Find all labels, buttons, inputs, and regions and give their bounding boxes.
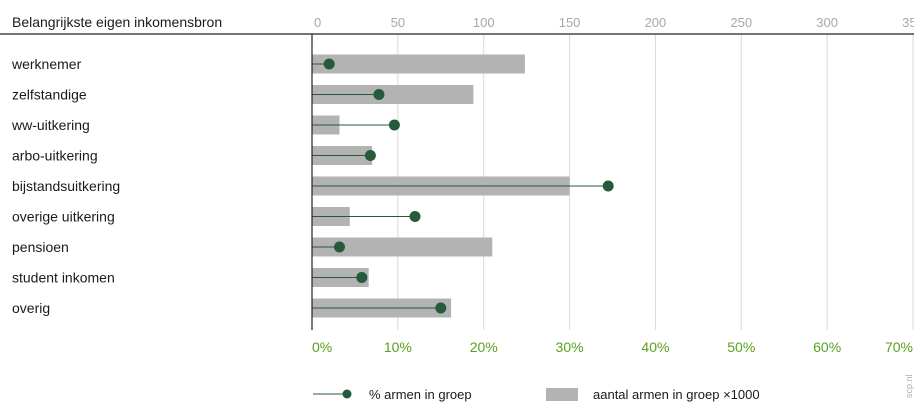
source-credit: scp.nl bbox=[904, 374, 914, 398]
lollipop-dot bbox=[435, 302, 447, 314]
category-label: bijstandsuitkering bbox=[12, 178, 120, 194]
bottom-tick-label: 60% bbox=[813, 339, 841, 355]
category-label: arbo-uitkering bbox=[12, 148, 98, 164]
bars bbox=[312, 54, 570, 318]
bottom-tick-label: 40% bbox=[641, 339, 669, 355]
top-tick-label: 350 bbox=[902, 15, 914, 30]
bottom-tick-label: 30% bbox=[556, 339, 584, 355]
legend: % armen in groep aantal armen in groep ×… bbox=[313, 387, 760, 402]
bottom-axis-ticks: 0% 10% 20% 30% 40% 50% 60% 70% bbox=[312, 339, 913, 355]
legend-dot-marker bbox=[342, 389, 352, 399]
bottom-tick-label: 0% bbox=[312, 339, 332, 355]
lollipop-dot bbox=[333, 241, 345, 253]
category-label: student inkomen bbox=[12, 270, 115, 286]
lollipop-dot bbox=[602, 180, 614, 192]
top-tick-label: 0 bbox=[314, 15, 321, 30]
lollipop-dot bbox=[409, 211, 421, 222]
bar bbox=[312, 54, 525, 74]
legend-bar-swatch bbox=[546, 388, 578, 401]
top-axis-ticks: 0 50 100 150 200 250 300 350 bbox=[314, 15, 914, 30]
top-tick-label: 250 bbox=[730, 15, 752, 30]
bar bbox=[312, 237, 493, 257]
category-label: werknemer bbox=[11, 56, 82, 72]
lollipop-dot bbox=[364, 150, 376, 161]
top-tick-label: 100 bbox=[473, 15, 495, 30]
category-label: overige uitkering bbox=[12, 209, 115, 225]
top-tick-label: 300 bbox=[816, 15, 838, 30]
top-tick-label: 50 bbox=[391, 15, 405, 30]
bottom-tick-label: 50% bbox=[727, 339, 755, 355]
lollipop-dot bbox=[373, 89, 385, 100]
lollipop-dot bbox=[356, 272, 368, 283]
bar bbox=[312, 85, 474, 104]
top-tick-label: 200 bbox=[645, 15, 667, 30]
top-tick-label: 150 bbox=[559, 15, 581, 30]
chart-title: Belangrijkste eigen inkomensbron bbox=[12, 14, 222, 30]
lollipop-dot bbox=[388, 119, 400, 131]
category-label: overig bbox=[12, 300, 50, 316]
category-label: pensioen bbox=[12, 239, 69, 255]
bottom-tick-label: 10% bbox=[384, 339, 412, 355]
category-label: ww-uitkering bbox=[11, 117, 90, 133]
lollipop-dot bbox=[323, 58, 335, 70]
category-label: zelfstandige bbox=[12, 87, 87, 103]
bottom-tick-label: 70% bbox=[885, 339, 913, 355]
lollipops bbox=[312, 58, 614, 314]
legend-label-count: aantal armen in groep ×1000 bbox=[593, 387, 760, 402]
bottom-tick-label: 20% bbox=[470, 339, 498, 355]
legend-label-percent: % armen in groep bbox=[369, 387, 472, 402]
category-labels: werknemer zelfstandige ww-uitkering arbo-ui… bbox=[11, 56, 120, 316]
